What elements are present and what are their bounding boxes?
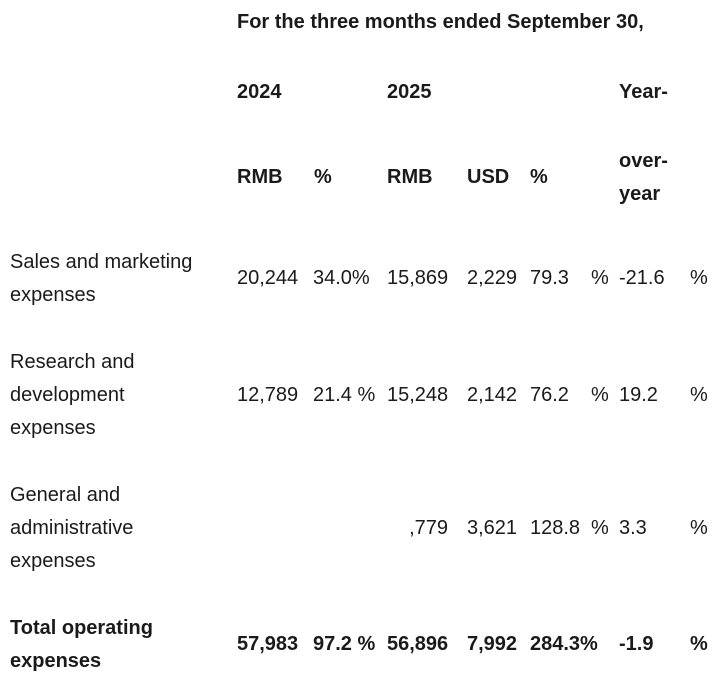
cell-pct-2025: 284.3% (530, 633, 598, 655)
cell-rmb-2024: 12,789 (237, 384, 299, 406)
cell-yoy-sign: % (690, 517, 708, 539)
yoy-heading-line1: Year- (619, 81, 668, 103)
cell-pct-2024: 34.0% (313, 267, 370, 289)
cell-rmb-2024: 57,983 (237, 633, 299, 655)
period-heading: For the three months ended September 30, (237, 11, 644, 33)
cell-rmb-2024: 20,244 (237, 267, 299, 289)
row-label-line: administrative (10, 517, 134, 539)
yoy-heading-line3: year (619, 183, 661, 205)
row-label-line: expenses (10, 417, 96, 439)
row-label-line: Research and (10, 351, 135, 373)
cell-yoy: 19.2 (619, 384, 658, 406)
cell-yoy-sign: % (690, 267, 708, 289)
cell-yoy: 3.3 (619, 517, 647, 539)
cell-yoy: -1.9 (619, 633, 654, 655)
cell-rmb-2025: 56,896 (387, 633, 449, 655)
cell-usd-2025: 2,142 (467, 384, 518, 406)
col-rmb-2025: RMB (387, 166, 433, 188)
row-label-line: development (10, 384, 125, 406)
cell-rmb-2025: 15,869 (387, 267, 449, 289)
year-2024-heading: 2024 (237, 81, 282, 103)
cell-usd-2025: 2,229 (467, 267, 518, 289)
col-pct-2025: % (530, 166, 548, 188)
cell-pct-2025-sign: % (591, 384, 609, 406)
yoy-heading-line2: over- (619, 150, 668, 172)
col-usd-2025: USD (467, 166, 510, 188)
year-2025-heading: 2025 (387, 81, 432, 103)
cell-rmb-2025: 15,248 (387, 384, 449, 406)
row-label-line: expenses (10, 550, 96, 572)
cell-pct-2025-sign: % (591, 267, 609, 289)
cell-usd-2025: 7,992 (467, 633, 518, 655)
row-label-line: expenses (10, 650, 102, 672)
cell-pct-2025-sign: % (591, 517, 609, 539)
row-label-line: Sales and marketing (10, 251, 193, 273)
cell-pct-2025: 79.3 (530, 267, 569, 289)
cell-rmb-2025: ,779 (409, 517, 448, 539)
row-label-line: Total operating (10, 617, 153, 639)
cell-yoy-sign: % (690, 633, 708, 655)
col-rmb-2024: RMB (237, 166, 283, 188)
col-pct-2024: % (314, 166, 332, 188)
cell-yoy-sign: % (690, 384, 708, 406)
cell-pct-2025: 76.2 (530, 384, 569, 406)
row-label-line: expenses (10, 284, 96, 306)
cell-pct-2024: 21.4 % (313, 384, 376, 406)
cell-pct-2024: 97.2 % (313, 633, 376, 655)
cell-usd-2025: 3,621 (467, 517, 518, 539)
row-label-line: General and (10, 484, 121, 506)
cell-pct-2025: 128.8 (530, 517, 581, 539)
cell-yoy: -21.6 (619, 267, 665, 289)
